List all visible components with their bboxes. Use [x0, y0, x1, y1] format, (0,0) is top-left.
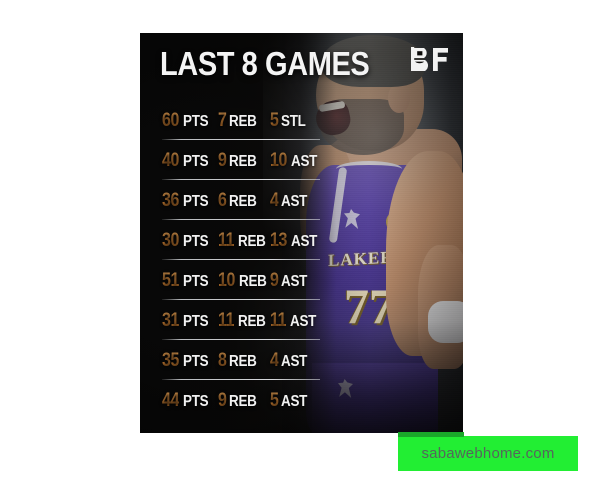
- stat-value: 11: [270, 309, 287, 331]
- stat-label: PTS: [183, 112, 209, 130]
- stat-label: AST: [291, 152, 318, 170]
- stat-table: 60 PTS 7 REB 5 STL 40 PTS: [162, 100, 320, 420]
- stat-cell-third: 5 AST: [270, 391, 320, 410]
- stat-cell-points: 30 PTS: [162, 231, 218, 250]
- stat-label: AST: [290, 312, 317, 330]
- watermark-banner[interactable]: sabawebhome.com: [398, 432, 578, 471]
- stat-cell-rebounds: 8 REB: [218, 351, 270, 370]
- table-row: 30 PTS 11 REB 13 AST: [162, 220, 320, 260]
- stat-label: PTS: [183, 232, 209, 250]
- stat-value: 9: [218, 149, 227, 171]
- stat-label: REB: [229, 392, 257, 410]
- stat-label: AST: [281, 192, 308, 210]
- watermark-text: sabawebhome.com: [421, 445, 555, 462]
- stat-cell-rebounds: 9 REB: [218, 391, 270, 410]
- stat-value: 10: [218, 269, 235, 291]
- table-row: 51 PTS 10 REB 9 AST: [162, 260, 320, 300]
- stat-label: REB: [238, 232, 266, 250]
- stat-cell-third: 4 AST: [270, 191, 320, 210]
- bf-monogram-logo-icon: [411, 45, 451, 75]
- stat-cell-points: 44 PTS: [162, 391, 218, 410]
- stat-value: 9: [270, 269, 279, 291]
- stat-value: 11: [218, 309, 235, 331]
- stat-cell-points: 31 PTS: [162, 311, 218, 330]
- stat-cell-rebounds: 9 REB: [218, 151, 270, 170]
- stat-value: 7: [218, 109, 227, 131]
- stat-label: PTS: [183, 392, 209, 410]
- stat-label: AST: [281, 392, 308, 410]
- stat-cell-points: 35 PTS: [162, 351, 218, 370]
- stat-value: 5: [270, 389, 279, 411]
- stat-poster-image: LAKERS 77 LAST 8 GAMES: [140, 33, 463, 433]
- stat-label: PTS: [183, 272, 209, 290]
- watermark-sliver: [398, 432, 464, 437]
- stat-label: AST: [291, 232, 318, 250]
- stat-value: 6: [218, 189, 227, 211]
- stat-cell-third: 13 AST: [270, 231, 320, 250]
- stat-label: PTS: [183, 152, 209, 170]
- stat-value: 60: [162, 109, 179, 131]
- stat-cell-points: 51 PTS: [162, 271, 218, 290]
- stat-cell-third: 10 AST: [270, 151, 320, 170]
- stat-value: 9: [218, 389, 227, 411]
- stat-value: 31: [162, 309, 179, 331]
- stat-label: REB: [229, 192, 257, 210]
- stat-label: AST: [281, 352, 308, 370]
- stat-value: 40: [162, 149, 179, 171]
- stat-cell-points: 36 PTS: [162, 191, 218, 210]
- stat-value: 35: [162, 349, 179, 371]
- stat-cell-third: 9 AST: [270, 271, 320, 290]
- stat-cell-rebounds: 11 REB: [218, 231, 270, 250]
- stat-value: 36: [162, 189, 179, 211]
- stat-cell-rebounds: 7 REB: [218, 111, 270, 130]
- stat-label: REB: [239, 272, 267, 290]
- stat-cell-third: 11 AST: [270, 311, 320, 330]
- stat-cell-points: 60 PTS: [162, 111, 218, 130]
- stat-label: PTS: [183, 312, 209, 330]
- stat-value: 5: [270, 109, 279, 131]
- poster-content: LAST 8 GAMES: [140, 33, 463, 433]
- stat-value: 4: [270, 189, 279, 211]
- stat-label: AST: [281, 272, 308, 290]
- stat-label: PTS: [183, 352, 209, 370]
- stat-label: REB: [229, 152, 257, 170]
- table-row: 35 PTS 8 REB 4 AST: [162, 340, 320, 380]
- stat-label: REB: [229, 352, 257, 370]
- stat-value: 4: [270, 349, 279, 371]
- table-row: 44 PTS 9 REB 5 AST: [162, 380, 320, 420]
- stat-cell-third: 5 STL: [270, 111, 320, 130]
- stat-value: 13: [270, 229, 287, 251]
- stat-label: REB: [229, 112, 257, 130]
- stat-cell-rebounds: 11 REB: [218, 311, 270, 330]
- stat-cell-points: 40 PTS: [162, 151, 218, 170]
- page-title: LAST 8 GAMES: [160, 45, 370, 82]
- stat-cell-rebounds: 10 REB: [218, 271, 270, 290]
- stat-value: 8: [218, 349, 227, 371]
- stat-label: STL: [281, 112, 306, 130]
- stat-label: PTS: [183, 192, 209, 210]
- stat-value: 51: [162, 269, 179, 291]
- table-row: 31 PTS 11 REB 11 AST: [162, 300, 320, 340]
- stat-value: 11: [218, 229, 235, 251]
- table-row: 36 PTS 6 REB 4 AST: [162, 180, 320, 220]
- table-row: 60 PTS 7 REB 5 STL: [162, 100, 320, 140]
- stat-cell-rebounds: 6 REB: [218, 191, 270, 210]
- stat-value: 30: [162, 229, 179, 251]
- stat-value: 44: [162, 389, 179, 411]
- stat-label: REB: [238, 312, 266, 330]
- stat-value: 10: [270, 149, 287, 171]
- stat-cell-third: 4 AST: [270, 351, 320, 370]
- table-row: 40 PTS 9 REB 10 AST: [162, 140, 320, 180]
